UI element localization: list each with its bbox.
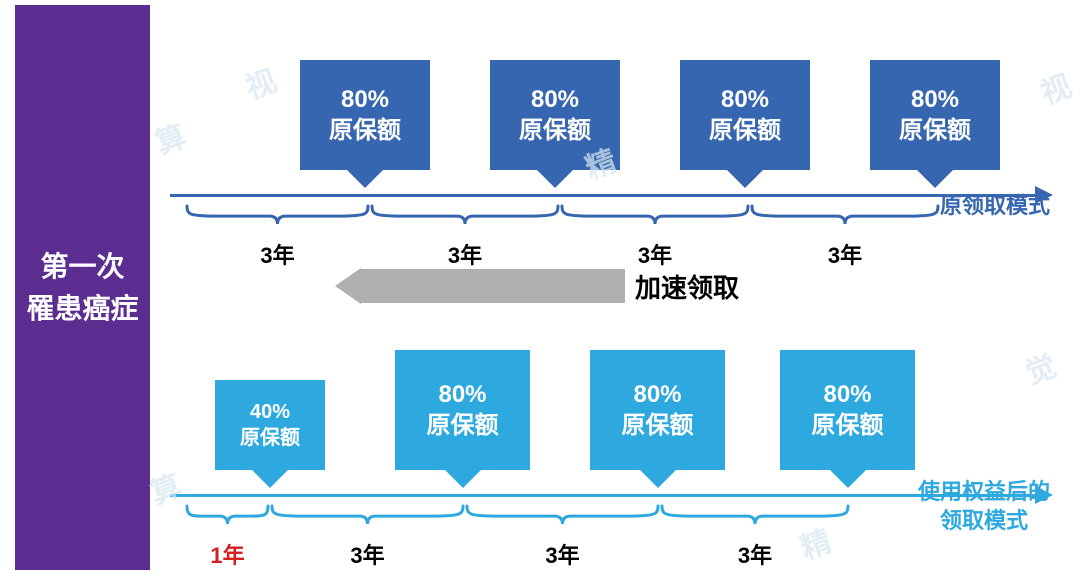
accel-arrow — [335, 268, 625, 304]
year-label: 3年 — [545, 538, 579, 570]
mode-bottom-l2: 领取模式 — [918, 507, 1050, 536]
brace — [370, 204, 560, 226]
payout-box: 80%原保额 — [680, 60, 810, 170]
sidebar-line2: 罹患癌症 — [26, 288, 138, 330]
brace — [465, 504, 660, 526]
year-label: 3年 — [638, 238, 672, 270]
brace — [185, 504, 270, 526]
braces-top — [170, 204, 1060, 234]
year-label: 1年 — [210, 538, 244, 570]
axis-line-top — [170, 194, 1035, 197]
brace — [270, 504, 465, 526]
payout-boxes-bottom: 40%原保额 80%原保额 80%原保额 80%原保额 — [170, 320, 1060, 470]
year-label: 3年 — [738, 538, 772, 570]
timeline-original: 80%原保额 80%原保额 80%原保额 80%原保额 3年 3年 3年 3年 原领取模式 — [170, 30, 1060, 268]
payout-box: 80%原保额 — [590, 350, 725, 470]
payout-box: 80%原保额 — [395, 350, 530, 470]
mode-label-accelerated: 使用权益后的 领取模式 — [918, 478, 1050, 535]
year-labels-top: 3年 3年 3年 3年 — [170, 238, 1060, 268]
mode-bottom-l1: 使用权益后的 — [918, 478, 1050, 507]
brace — [750, 204, 940, 226]
payout-box: 80%原保额 — [490, 60, 620, 170]
payout-box: 80%原保额 — [870, 60, 1000, 170]
accel-arrow-shaft — [361, 269, 625, 303]
year-label: 3年 — [448, 238, 482, 270]
year-label: 3年 — [260, 238, 294, 270]
mode-label-original: 原领取模式 — [940, 192, 1050, 221]
sidebar-line1: 第一次 — [26, 246, 138, 288]
brace — [660, 504, 850, 526]
brace — [185, 204, 370, 226]
payout-box: 80%原保额 — [780, 350, 915, 470]
payout-box: 40%原保额 — [215, 380, 325, 470]
payout-box: 80%原保额 — [300, 60, 430, 170]
payout-boxes-top: 80%原保额 80%原保额 80%原保额 80%原保额 — [170, 30, 1060, 170]
year-label: 3年 — [350, 538, 384, 570]
timeline-accelerated: 40%原保额 80%原保额 80%原保额 80%原保额 1年 3年 3年 3年 使用权益后的… — [170, 320, 1060, 568]
axis-top — [170, 192, 1060, 198]
year-label: 3年 — [828, 238, 862, 270]
accel-arrow-head — [335, 268, 361, 304]
sidebar-first-cancer: 第一次 罹患癌症 — [15, 5, 150, 570]
accel-label: 加速领取 — [635, 268, 739, 305]
year-labels-bottom: 1年 3年 3年 3年 — [170, 538, 1060, 568]
brace — [560, 204, 750, 226]
axis-line-bottom — [170, 494, 1035, 497]
